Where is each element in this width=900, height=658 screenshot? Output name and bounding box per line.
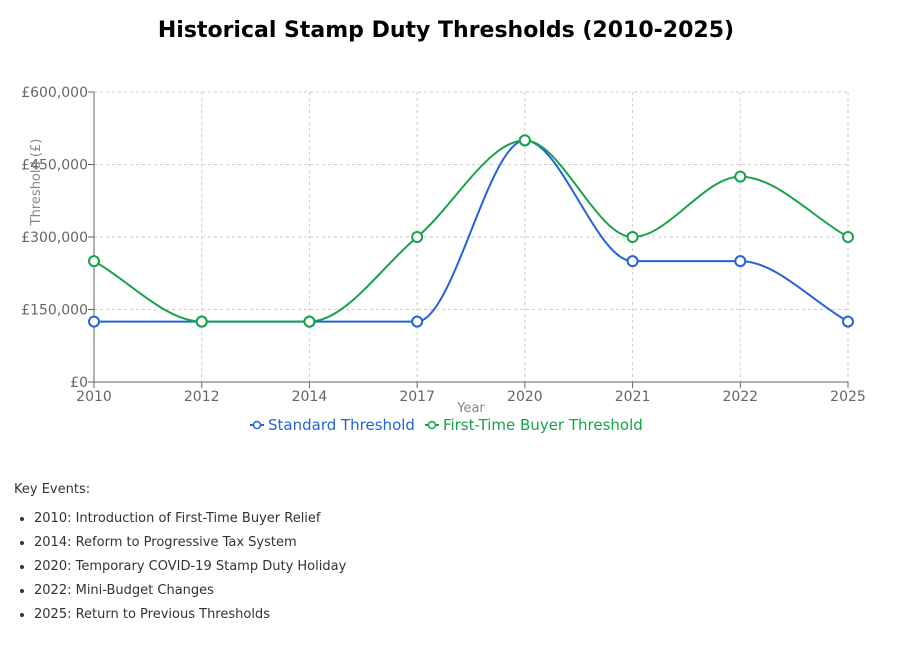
series-line [94, 139, 849, 323]
key-event-item: 2025: Return to Previous Thresholds [34, 603, 346, 627]
y-tick-label: £0 [70, 375, 88, 391]
line-chart: £0 £150,000 £300,000 £450,000 £600,000 2010 20… [21, 85, 866, 434]
data-point[interactable] [842, 315, 854, 328]
data-point[interactable] [411, 231, 424, 243]
series-layer [88, 134, 854, 328]
y-tick-label: £450,000 [21, 158, 88, 174]
legend-label: Standard Threshold [268, 416, 415, 434]
key-event-item: 2022: Mini-Budget Changes [34, 579, 346, 603]
key-events-heading: Key Events: [14, 482, 91, 497]
y-axis-label: Threshold (£) [29, 139, 44, 227]
key-event-item: 2014: Reform to Progressive Tax System [34, 531, 346, 555]
x-tick-label: 2021 [615, 389, 651, 405]
data-point[interactable] [626, 231, 639, 243]
series-first-time-buyer-threshold [88, 134, 854, 328]
x-tick-label: 2020 [507, 389, 543, 405]
legend[interactable]: Standard Threshold First-Time Buyer Thres… [250, 416, 643, 434]
x-tick-label: 2010 [76, 389, 112, 405]
data-point[interactable] [303, 315, 316, 328]
data-point[interactable] [411, 315, 424, 328]
y-tick-label: £300,000 [21, 230, 88, 246]
axes [88, 91, 849, 388]
legend-item[interactable]: Standard Threshold [250, 416, 415, 434]
x-tick-label: 2022 [722, 389, 758, 405]
key-event-item: 2010: Introduction of First-Time Buyer R… [34, 507, 346, 531]
x-tick-label: 2017 [399, 389, 435, 405]
tick-labels: £0 £150,000 £300,000 £450,000 £600,000 2010 20… [21, 85, 866, 405]
key-events-list: 2010: Introduction of First-Time Buyer R… [14, 507, 346, 627]
key-events: Key Events: 2010: Introduction of First-… [14, 482, 346, 627]
data-point[interactable] [842, 231, 854, 243]
legend-marker-icon [252, 420, 262, 430]
data-point[interactable] [195, 315, 208, 328]
legend-item[interactable]: First-Time Buyer Threshold [424, 416, 643, 434]
legend-label: First-Time Buyer Threshold [443, 416, 643, 434]
y-tick-label: £600,000 [21, 85, 88, 101]
x-tick-label: 2014 [292, 389, 328, 405]
data-point[interactable] [88, 315, 100, 328]
key-event-item: 2020: Temporary COVID-19 Stamp Duty Holi… [34, 555, 346, 579]
data-point[interactable] [88, 255, 100, 268]
chart-title: Historical Stamp Duty Thresholds (2010-2… [157, 18, 735, 43]
series-line [93, 139, 849, 323]
y-tick-label: £150,000 [21, 303, 88, 319]
data-point[interactable] [626, 255, 639, 268]
x-axis-label: Year [456, 401, 485, 416]
data-point[interactable] [734, 170, 747, 183]
legend-marker-icon [427, 420, 437, 430]
data-point[interactable] [518, 134, 531, 147]
data-point[interactable] [734, 255, 747, 268]
grid-lines [93, 91, 849, 383]
x-tick-label: 2025 [830, 389, 866, 405]
x-tick-label: 2012 [184, 389, 220, 405]
